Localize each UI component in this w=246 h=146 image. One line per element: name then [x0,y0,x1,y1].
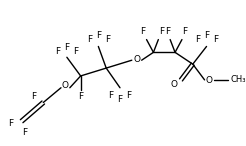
Text: F: F [108,91,114,100]
Text: F: F [64,43,69,52]
Text: F: F [195,35,200,44]
Text: CH₃: CH₃ [230,75,246,84]
Text: O: O [170,80,178,89]
Text: F: F [73,47,78,56]
Text: F: F [213,35,218,44]
Text: F: F [165,27,170,36]
Text: F: F [182,27,187,36]
Text: F: F [159,27,164,36]
Text: F: F [96,31,101,40]
Text: F: F [204,31,209,40]
Text: O: O [206,76,213,85]
Text: F: F [78,92,83,101]
Text: F: F [22,128,27,138]
Text: F: F [126,91,131,100]
Text: F: F [31,92,36,101]
Text: F: F [87,35,92,44]
Text: O: O [133,55,140,64]
Text: F: F [105,35,110,44]
Text: F: F [8,119,13,128]
Text: O: O [62,81,68,90]
Text: F: F [117,95,123,104]
Text: F: F [55,47,61,56]
Text: F: F [140,27,145,36]
